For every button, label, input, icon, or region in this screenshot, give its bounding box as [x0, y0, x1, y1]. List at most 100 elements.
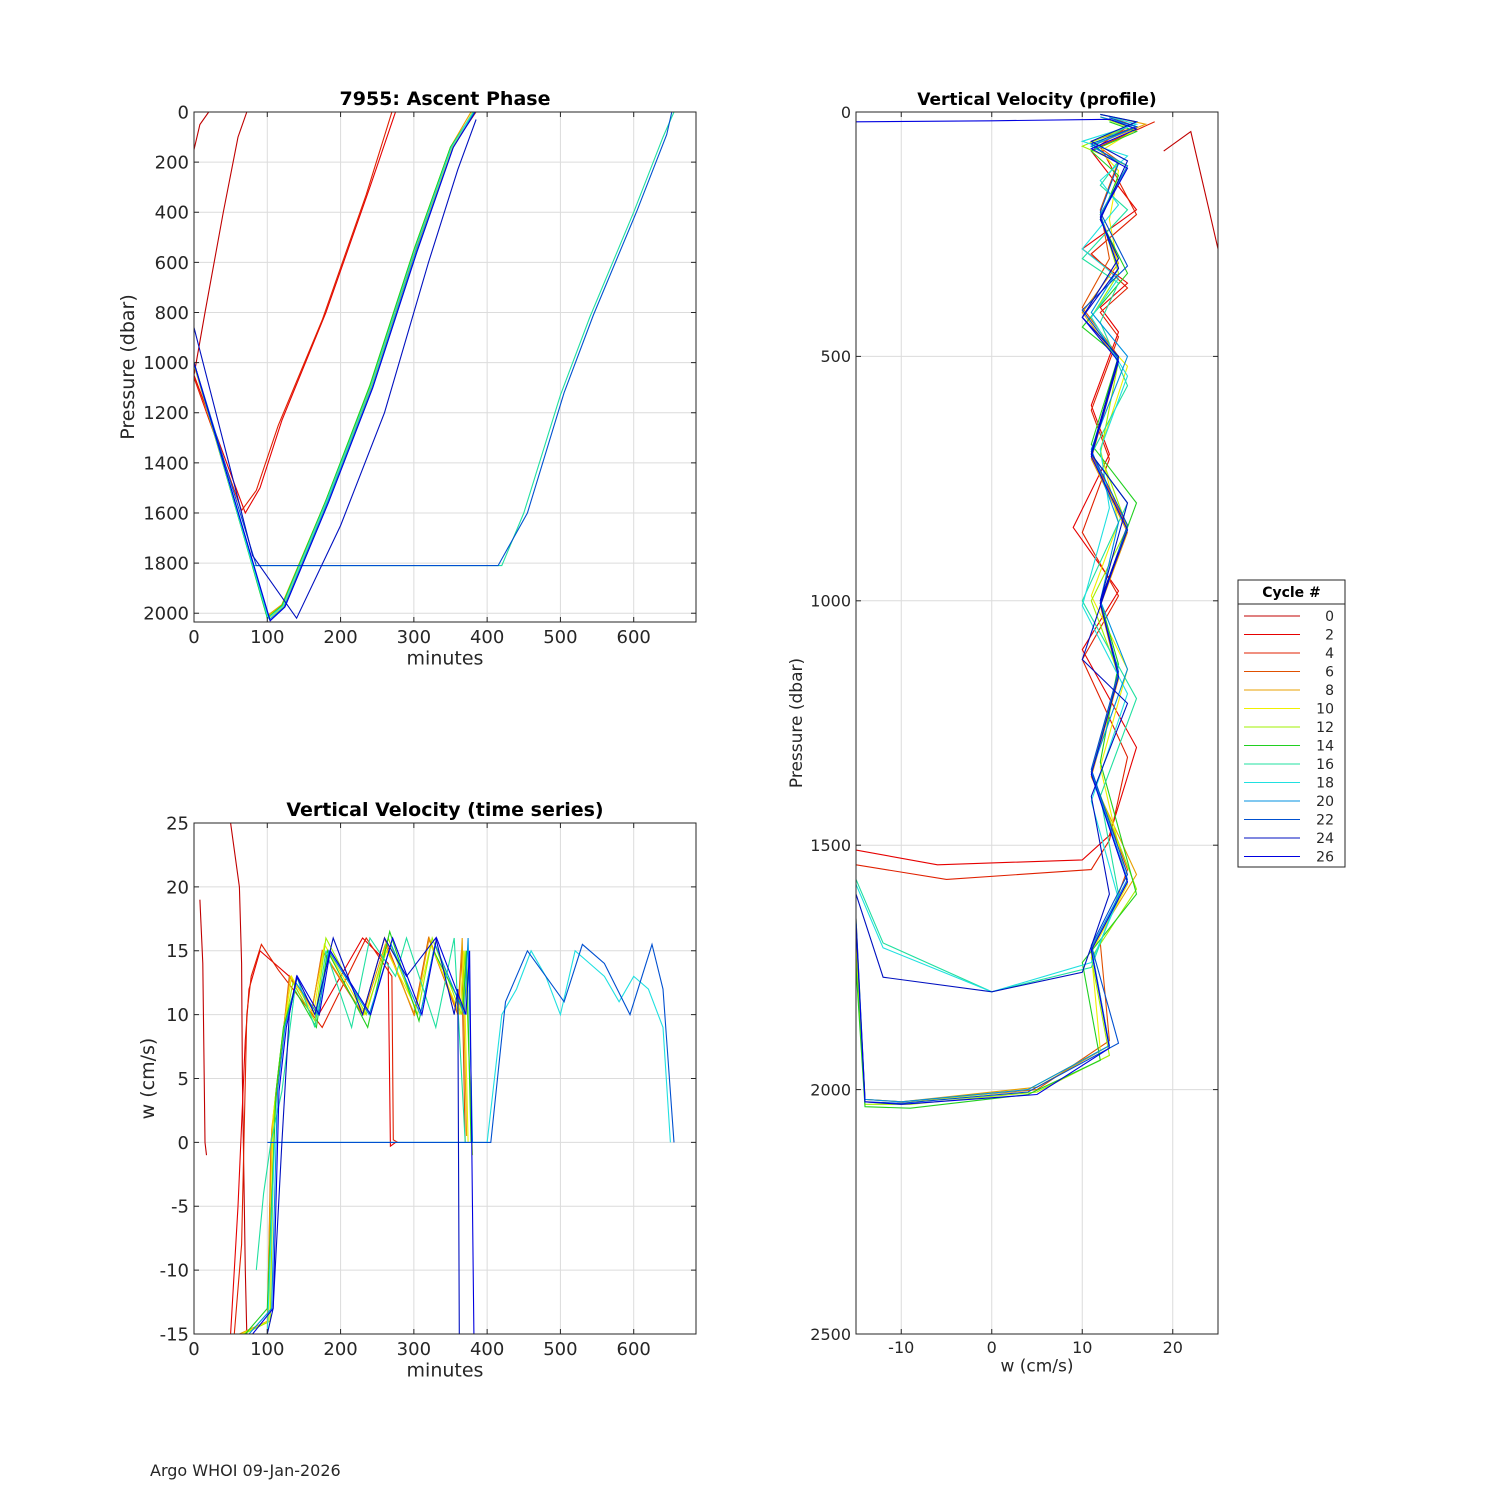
series-line-cycle-2	[856, 126, 1138, 866]
series-line-cycle-12	[194, 112, 475, 618]
series-group	[194, 112, 675, 622]
series-line-cycle-24	[266, 936, 460, 1334]
x-tick-label: 100	[250, 1339, 284, 1360]
series-line-cycle-24	[856, 113, 1139, 993]
series-line-cycle-14	[244, 929, 472, 1334]
series-line-cycle-18	[194, 112, 474, 620]
x-tick-label: 400	[470, 627, 504, 648]
series-line-cycle-4	[194, 112, 393, 512]
velocity-profile-axes: -10 0 10 20 0 500 1000 1500 2000 2500 Vertical Vel…	[787, 90, 1219, 1377]
legend-label-cycle-12: 12	[1316, 720, 1334, 736]
series-line-cycle-26	[194, 112, 476, 622]
x-tick-label: 200	[323, 1339, 357, 1360]
series-line-cycle-16	[856, 113, 1139, 993]
legend-title: Cycle #	[1262, 585, 1321, 601]
legend-label-cycle-2: 2	[1325, 628, 1334, 644]
y-axis-label: w (cm/s)	[137, 1038, 159, 1120]
legend-label-cycle-18: 18	[1316, 776, 1334, 792]
series-line-cycle-0	[199, 899, 208, 1156]
y-tick-label: 5	[178, 1069, 189, 1090]
legend-label-cycle-22: 22	[1316, 813, 1334, 829]
series-line-cycle-4	[233, 936, 398, 1334]
y-tick-label: -5	[171, 1197, 189, 1218]
series-line-cycle-26	[252, 935, 475, 1334]
series-line-cycle-10	[194, 112, 473, 620]
series-line-cycle-0b	[194, 112, 248, 376]
x-tick-label: 200	[323, 627, 357, 648]
series-line-cycle-2	[194, 112, 397, 515]
y-tick-label: 1000	[810, 592, 851, 611]
legend-label-cycle-10: 10	[1316, 702, 1334, 718]
legend-label-cycle-26: 26	[1316, 850, 1334, 866]
series-line-cycle-14	[194, 112, 475, 620]
y-tick-label: 2500	[810, 1325, 851, 1344]
x-tick-label: 0	[188, 627, 199, 648]
series-line-cycle-20	[248, 937, 474, 1334]
y-tick-label: 1200	[143, 403, 189, 424]
y-tick-label: 1400	[143, 453, 189, 474]
y-tick-label: 2000	[143, 604, 189, 625]
y-tick-label: 600	[155, 253, 189, 274]
x-tick-label: 300	[397, 627, 431, 648]
series-line-cycle-24	[194, 119, 477, 620]
y-tick-label: 15	[166, 941, 189, 962]
y-tick-label: 200	[155, 153, 189, 174]
series-line-cycle-18	[856, 116, 1139, 993]
x-tick-label: 0	[987, 1338, 997, 1357]
series-line-cycle-20	[856, 116, 1139, 1103]
y-tick-label: 800	[155, 303, 189, 324]
series-line-cycle-22	[194, 112, 673, 567]
series-line-cycle-0b	[230, 823, 248, 1334]
chart-title: Vertical Velocity (profile)	[917, 90, 1156, 110]
y-axis-label: Pressure (dbar)	[787, 658, 807, 788]
x-tick-label: 600	[617, 627, 651, 648]
series-group	[856, 113, 1218, 1109]
series-group	[199, 823, 675, 1334]
x-tick-label: 100	[250, 627, 284, 648]
x-tick-label: 10	[1072, 1338, 1092, 1357]
legend-label-cycle-24: 24	[1316, 831, 1334, 847]
y-tick-label: 1800	[143, 554, 189, 575]
legend-label-cycle-6: 6	[1325, 665, 1334, 681]
x-tick-label: -10	[888, 1338, 914, 1357]
y-tick-label: 1600	[143, 503, 189, 524]
series-line-cycle-8	[194, 112, 472, 617]
series-line-cycle-2	[230, 937, 396, 1334]
y-tick-label: 1500	[810, 836, 851, 855]
x-tick-label: 600	[617, 1339, 651, 1360]
x-tick-label: 500	[543, 627, 577, 648]
x-tick-label: 500	[543, 1339, 577, 1360]
x-tick-label: 400	[470, 1339, 504, 1360]
legend-label-cycle-4: 4	[1325, 646, 1334, 662]
series-line-cycle-0	[1163, 130, 1218, 250]
series-line-cycle-20	[194, 112, 476, 621]
y-tick-label: 25	[166, 813, 189, 834]
y-tick-label: -15	[160, 1324, 189, 1345]
velocity-time-series-axes: 0 100 200 300 400 500 600 -15 -10 -5 0 5 10 15 20 25 Ver…	[137, 799, 697, 1381]
series-line-cycle-22	[267, 942, 675, 1143]
x-tick-label: 0	[188, 1339, 199, 1360]
y-tick-label: 0	[178, 102, 189, 123]
y-tick-label: -10	[160, 1261, 189, 1282]
x-axis-label: minutes	[407, 647, 484, 669]
series-line-cycle-16	[194, 112, 675, 567]
series-line-cycle-26	[856, 118, 1138, 1105]
footer-credit: Argo WHOI 09-Jan-2026	[150, 1461, 341, 1480]
y-tick-label: 1000	[143, 353, 189, 374]
axes-frame	[193, 111, 697, 623]
y-tick-label: 20	[166, 877, 189, 898]
chart-title: 7955: Ascent Phase	[340, 88, 551, 110]
legend-label-cycle-16: 16	[1316, 757, 1334, 773]
y-axis-label: Pressure (dbar)	[117, 294, 139, 440]
chart-title: Vertical Velocity (time series)	[286, 799, 603, 821]
axes-frame	[855, 111, 1219, 1335]
x-axis-label: w (cm/s)	[1000, 1357, 1073, 1377]
legend-label-cycle-8: 8	[1325, 683, 1334, 699]
y-tick-label: 10	[166, 1005, 189, 1026]
legend-label-cycle-0: 0	[1325, 609, 1334, 625]
series-line-cycle-16	[255, 936, 466, 1271]
x-tick-label: 300	[397, 1339, 431, 1360]
legend-label-cycle-14: 14	[1316, 739, 1334, 755]
